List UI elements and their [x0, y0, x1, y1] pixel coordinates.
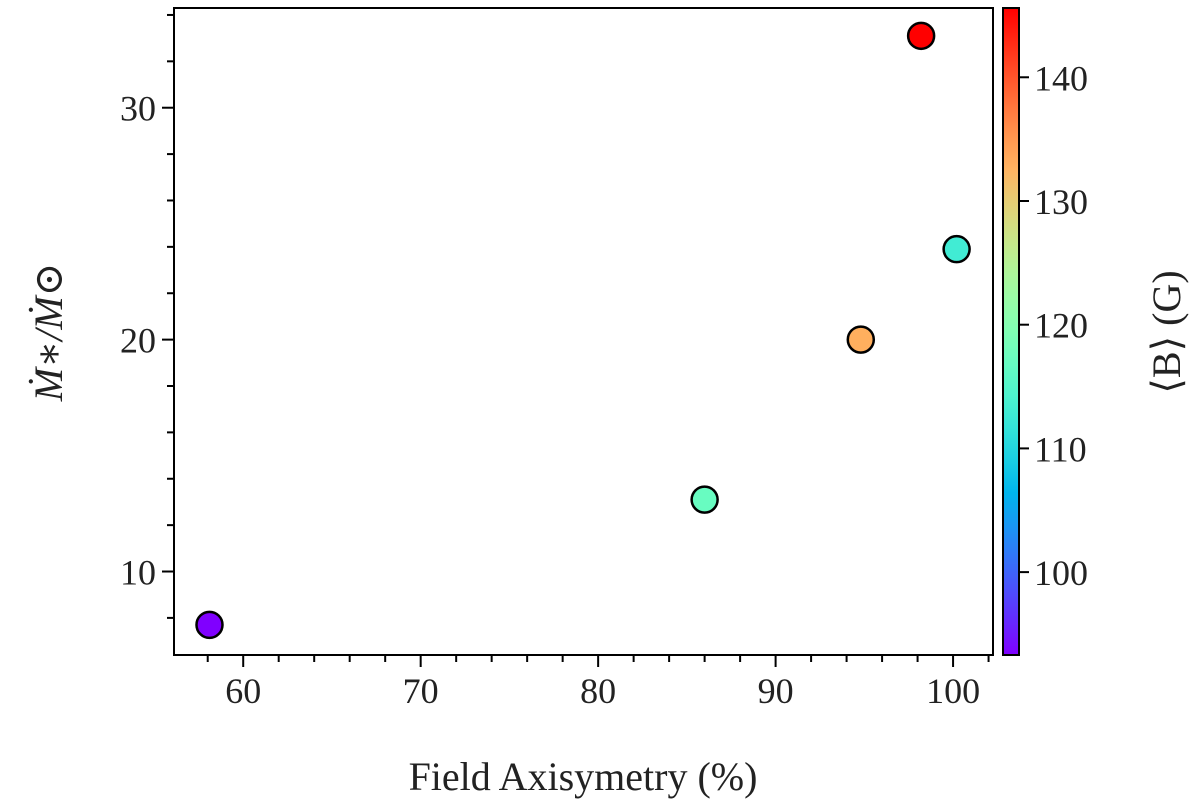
y-tick-label: 10 — [120, 553, 156, 593]
x-tick-label: 100 — [926, 671, 980, 711]
data-point — [846, 325, 876, 354]
colorbar-tick-label: 130 — [1034, 182, 1088, 222]
y-tick-label: 30 — [120, 89, 156, 129]
x-tick-label: 90 — [758, 671, 794, 711]
x-axis-label: Field Axisymetry (%) — [409, 754, 758, 799]
x-tick-label: 80 — [580, 671, 616, 711]
colorbar-label: ⟨B⟩ (G) — [1144, 270, 1189, 393]
colorbar-tick-label: 100 — [1034, 553, 1088, 593]
data-point — [195, 610, 224, 640]
colorbar-tick-label: 110 — [1034, 429, 1087, 469]
colorbar-tick-label: 140 — [1034, 58, 1088, 98]
data-point — [942, 234, 971, 264]
data-point — [906, 21, 936, 51]
x-tick-label: 60 — [225, 671, 261, 711]
y-tick-label: 20 — [120, 321, 156, 361]
x-tick-label: 70 — [403, 671, 439, 711]
y-axis-label: Ṁ∗/Ṁ⊙ — [26, 263, 71, 402]
plot-frame — [173, 7, 994, 656]
colorbar-tick-label: 120 — [1034, 306, 1088, 346]
colorbar — [1002, 7, 1020, 656]
data-point — [690, 485, 719, 514]
